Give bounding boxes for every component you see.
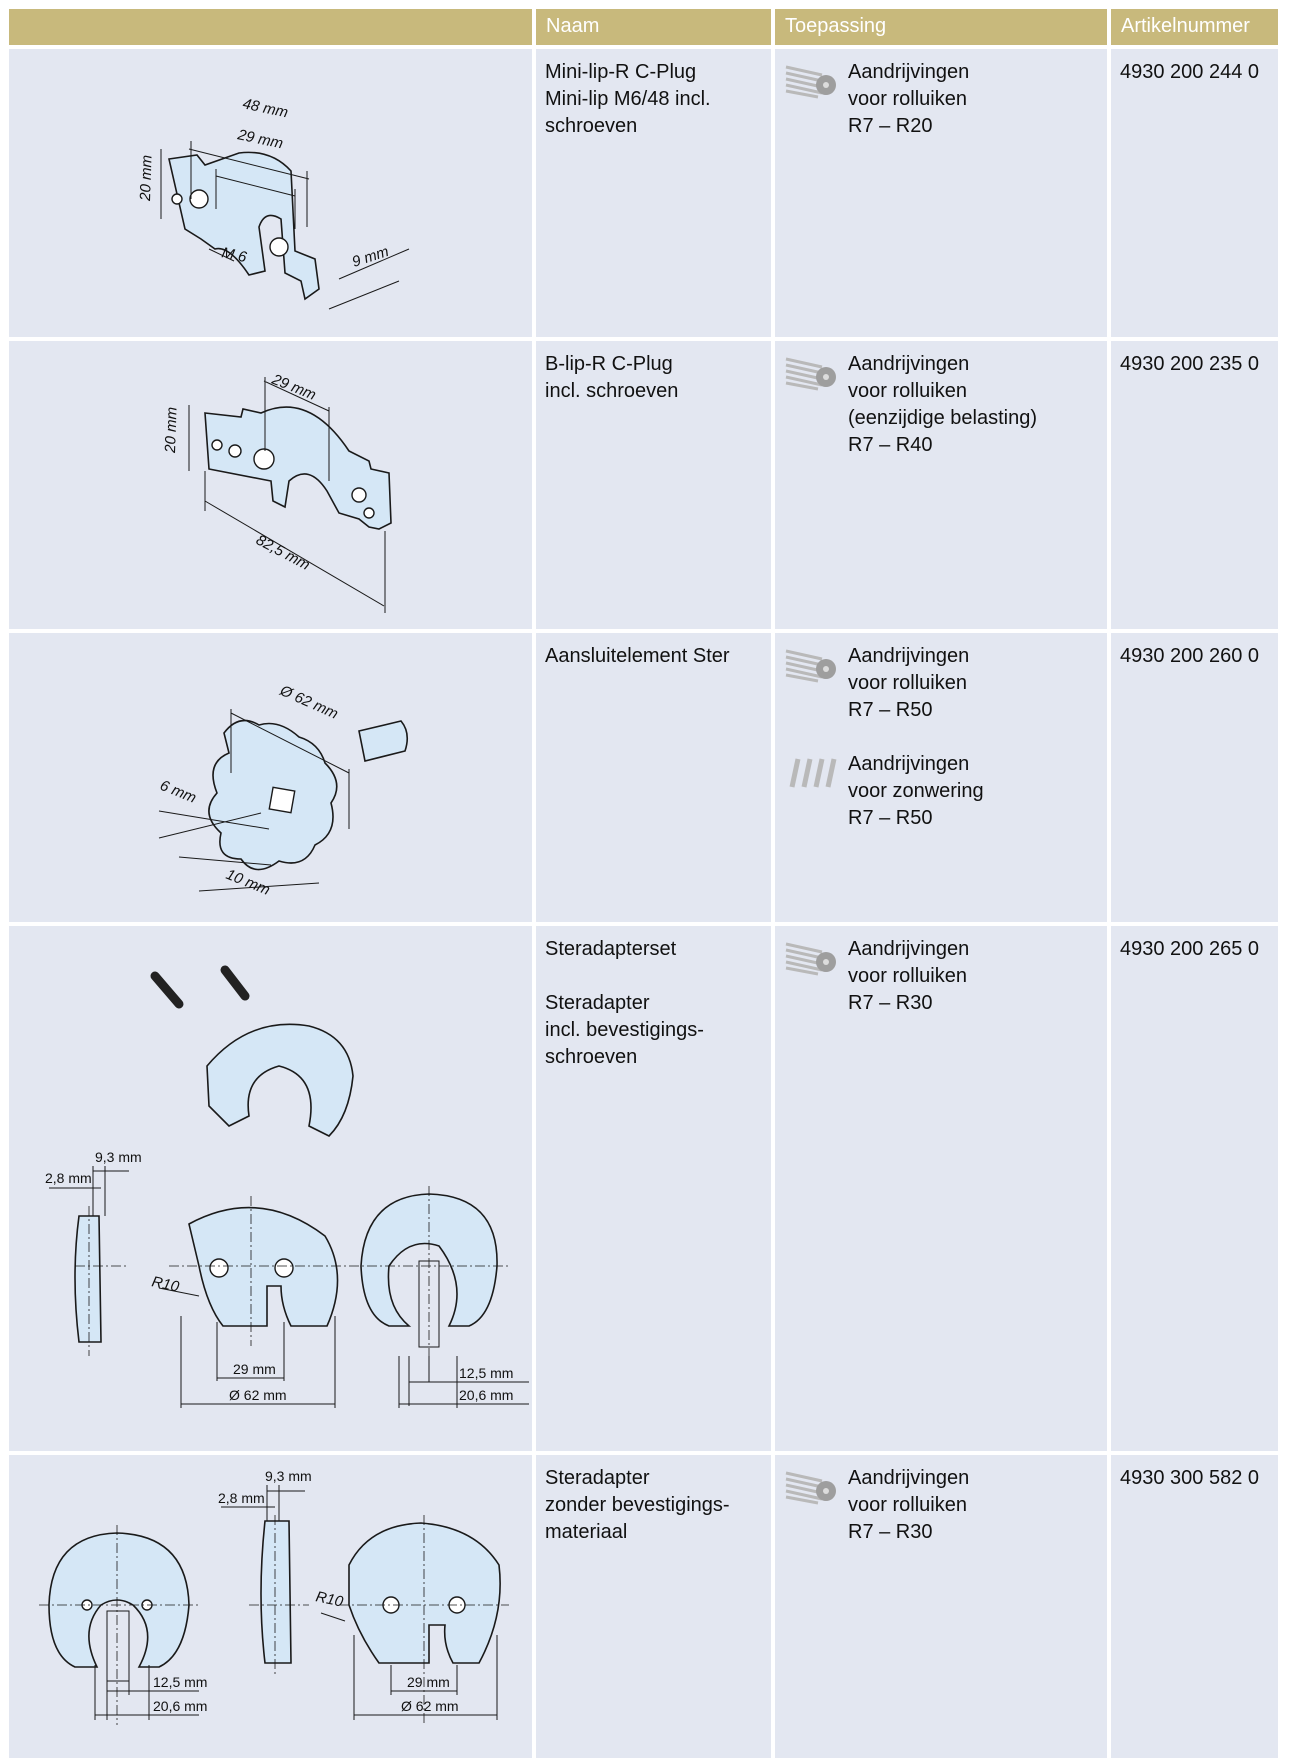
toepassing-cell: Aandrijvingen voor rolluiken R7 – R50 Aand… <box>775 633 1107 922</box>
technical-drawing: Ø 62 mm 6 mm 10 mm <box>158 682 409 899</box>
toepassing-line: voor rolluiken <box>848 965 967 987</box>
dimension-label: R10 <box>150 1273 181 1295</box>
dimension-label: 48 mm <box>241 95 289 121</box>
rolluik-icon <box>782 63 838 99</box>
toepassing-cell: Aandrijvingen voor rolluiken R7 – R30 <box>775 1455 1107 1758</box>
toepassing-line: R7 – R50 <box>848 699 933 721</box>
artikelnummer-cell: 4930 200 265 0 <box>1111 926 1278 1451</box>
toepassing-line: Aandrijvingen <box>848 353 970 375</box>
technical-drawing: 9,3 mm 2,8 mm R10 29 mm Ø 62 mm 12,5 mm … <box>45 965 529 1408</box>
toepassing-line: Aandrijvingen <box>848 753 970 775</box>
rolluik-icon <box>782 647 838 683</box>
naam-cell: Steradapterset Steradapter incl. bevestig… <box>536 926 771 1451</box>
artikelnummer: 4930 300 582 0 <box>1120 1467 1260 1489</box>
dimension-label: 20,6 mm <box>459 1387 513 1403</box>
drawing-cell: 9,3 mm 2,8 mm R10 29 mm Ø 62 mm 12,5 mm … <box>9 926 532 1451</box>
dimension-label: 20 mm <box>137 155 156 202</box>
dimension-label: Ø 62 mm <box>401 1698 459 1714</box>
toepassing-line: voor rolluiken <box>848 380 967 402</box>
dimension-label: 29 mm <box>269 371 319 404</box>
drawing-cell: 48 mm 29 mm 20 mm M 6 9 mm <box>9 49 532 337</box>
dimension-label: 12,5 mm <box>459 1365 513 1381</box>
naam-cell: Mini-lip-R C-Plug Mini-lip M6/48 incl. sch… <box>536 49 771 337</box>
dimension-label: 29 mm <box>235 126 284 152</box>
dimension-label: M 6 <box>220 244 249 266</box>
header-cell <box>9 9 532 45</box>
naam-line: Aansluitelement Ster <box>545 645 730 667</box>
technical-drawing: 48 mm 29 mm 20 mm M 6 9 mm <box>137 95 410 310</box>
dimension-label: Ø 62 mm <box>276 682 340 723</box>
dimension-label: 20,6 mm <box>153 1698 207 1714</box>
header-cell: Toepassing <box>775 9 1107 45</box>
toepassing-line: Aandrijvingen <box>848 645 970 667</box>
naam-line: schroeven <box>545 1046 638 1068</box>
drawing-cell: Ø 62 mm 6 mm 10 mm <box>9 633 532 922</box>
artikelnummer-cell: 4930 300 582 0 <box>1111 1455 1278 1758</box>
artikelnummer: 4930 200 235 0 <box>1120 353 1260 375</box>
dimension-label: 82,5 mm <box>253 532 313 574</box>
dimension-label: R10 <box>314 1588 345 1610</box>
artikelnummer-cell: 4930 200 244 0 <box>1111 49 1278 337</box>
toepassing-line: voor zonwering <box>848 780 984 802</box>
toepassing-line: (eenzijdige belasting) <box>848 407 1038 429</box>
dimension-label: 9 mm <box>350 243 391 271</box>
toepassing-line: Aandrijvingen <box>848 61 970 83</box>
zonwering-icon <box>782 755 838 791</box>
header-cell: Artikelnummer <box>1111 9 1278 45</box>
naam-cell: B-lip-R C-Plug incl. schroeven <box>536 341 771 629</box>
dimension-label: 12,5 mm <box>153 1674 207 1690</box>
dimension-label: 2,8 mm <box>218 1490 265 1506</box>
drawing-cell: 9,3 mm 2,8 mm R10 29 mm Ø 62 mm 12,5 mm … <box>9 1455 532 1758</box>
naam-cell: Steradapter zonder bevestigings-materiaal <box>536 1455 771 1758</box>
toepassing-line: voor rolluiken <box>848 1494 967 1516</box>
drawing-cell: 29 mm 20 mm 82,5 mm <box>9 341 532 629</box>
naam-line: Steradapter <box>545 1467 650 1489</box>
dimension-label: 29 mm <box>233 1361 276 1377</box>
technical-drawing: 29 mm 20 mm 82,5 mm <box>162 371 392 613</box>
naam-line: incl. schroeven <box>545 380 679 402</box>
artikelnummer-cell: 4930 200 260 0 <box>1111 633 1278 922</box>
naam-line: materiaal <box>545 1521 628 1543</box>
dimension-label: 9,3 mm <box>265 1468 312 1484</box>
toepassing-line: voor rolluiken <box>848 88 967 110</box>
naam-line: B-lip-R C-Plug <box>545 353 673 375</box>
toepassing-line: R7 – R30 <box>848 1521 933 1543</box>
naam-cell: Aansluitelement Ster <box>536 633 771 922</box>
artikelnummer-cell: 4930 200 235 0 <box>1111 341 1278 629</box>
toepassing-line: R7 – R40 <box>848 434 933 456</box>
dimension-label: 9,3 mm <box>95 1149 142 1165</box>
rolluik-icon <box>782 940 838 976</box>
toepassing-cell: Aandrijvingen voor rolluiken R7 – R30 <box>775 926 1107 1451</box>
dimension-label: 2,8 mm <box>45 1170 92 1186</box>
rolluik-icon <box>782 1469 838 1505</box>
naam-line: incl. bevestigings- <box>545 1019 704 1041</box>
rolluik-icon <box>782 355 838 391</box>
artikelnummer: 4930 200 244 0 <box>1120 61 1260 83</box>
naam-line: Mini-lip M6/48 incl. <box>545 88 711 110</box>
header-cell: Naam <box>536 9 771 45</box>
dimension-label: 29 mm <box>407 1674 450 1690</box>
toepassing-line: Aandrijvingen <box>848 938 970 960</box>
dimension-label: 20 mm <box>162 407 181 454</box>
naam-line: Mini-lip-R C-Plug <box>545 61 697 83</box>
dimension-label: Ø 62 mm <box>229 1387 287 1403</box>
artikelnummer: 4930 200 265 0 <box>1120 938 1260 960</box>
toepassing-line: Aandrijvingen <box>848 1467 970 1489</box>
dimension-label: 10 mm <box>224 866 273 899</box>
toepassing-line: R7 – R50 <box>848 807 933 829</box>
naam-line: Steradapterset <box>545 938 677 960</box>
toepassing-line: R7 – R30 <box>848 992 933 1014</box>
toepassing-cell: Aandrijvingen voor rolluiken R7 – R20 <box>775 49 1107 337</box>
naam-line: Steradapter <box>545 992 650 1014</box>
toepassing-cell: Aandrijvingen voor rolluiken (eenzijdige b… <box>775 341 1107 629</box>
naam-line: schroeven <box>545 115 638 137</box>
technical-drawing: 9,3 mm 2,8 mm R10 29 mm Ø 62 mm 12,5 mm … <box>39 1468 509 1725</box>
product-table: Naam Toepassing Artikelnummer 48 mm 29 m… <box>9 9 1278 1758</box>
toepassing-line: voor rolluiken <box>848 672 967 694</box>
artikelnummer: 4930 200 260 0 <box>1120 645 1260 667</box>
dimension-label: 6 mm <box>158 777 199 807</box>
naam-line: zonder bevestigings- <box>545 1494 730 1516</box>
toepassing-line: R7 – R20 <box>848 115 933 137</box>
